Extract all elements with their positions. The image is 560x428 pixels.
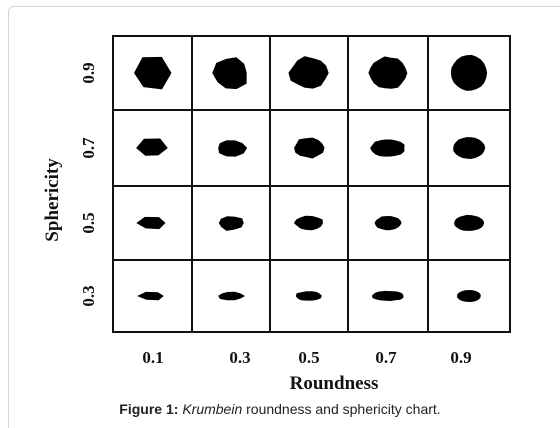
particle-shape: [453, 137, 486, 159]
y-axis-title: Sphericity: [42, 158, 63, 242]
particle-shape: [218, 216, 244, 231]
particle-shape: [374, 216, 402, 231]
particle-shape: [136, 138, 168, 156]
caption-text: roundness and sphericity chart.: [246, 401, 441, 417]
y-tick-label: 0.7: [79, 137, 98, 159]
particle-shape: [294, 215, 323, 231]
grid: [112, 35, 511, 333]
particle-shape: [136, 216, 166, 230]
particle-shape: [456, 290, 481, 302]
caption-label: Figure 1:: [119, 401, 179, 417]
particle-shape: [218, 291, 246, 301]
particle-shape: [372, 290, 404, 301]
particle-shape: [137, 291, 164, 301]
particle-shape: [294, 137, 325, 159]
x-tick-label: 0.9: [450, 348, 471, 367]
particle-shape: [212, 57, 247, 90]
figure-border: [8, 6, 560, 428]
particle-shapes: [134, 54, 488, 302]
particle-shape: [295, 291, 322, 301]
particle-shape: [288, 56, 329, 89]
particle-shape: [218, 140, 248, 157]
y-tick-label: 0.5: [79, 212, 98, 233]
particle-shape: [368, 56, 408, 89]
particle-shape: [134, 56, 172, 90]
particle-shape: [454, 214, 484, 231]
grid-frame: [112, 35, 511, 333]
caption-name: Krumbein: [182, 401, 243, 417]
x-tick-label: 0.7: [375, 348, 397, 367]
x-tick-label: 0.1: [142, 348, 163, 367]
particle-shape: [450, 54, 488, 91]
x-tick-label: 0.3: [229, 348, 250, 367]
y-tick-label: 0.9: [79, 62, 98, 83]
x-axis-title: Roundness: [290, 373, 379, 394]
particle-shape: [370, 139, 405, 157]
caption: Figure 1: Krumbein roundness and spheric…: [0, 401, 560, 417]
y-tick-label: 0.3: [79, 285, 98, 306]
x-tick-label: 0.5: [298, 348, 319, 367]
